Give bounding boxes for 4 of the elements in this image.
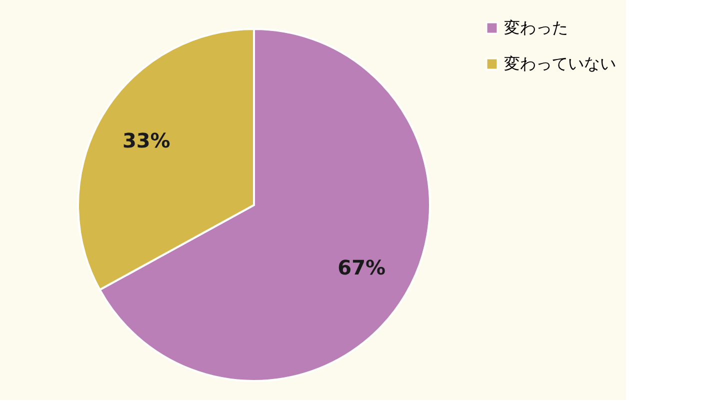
legend-label: 変わっていない <box>504 54 616 73</box>
legend-label: 変わった <box>504 18 568 37</box>
data-label: 33% <box>122 128 170 152</box>
data-label: 67% <box>338 256 386 280</box>
